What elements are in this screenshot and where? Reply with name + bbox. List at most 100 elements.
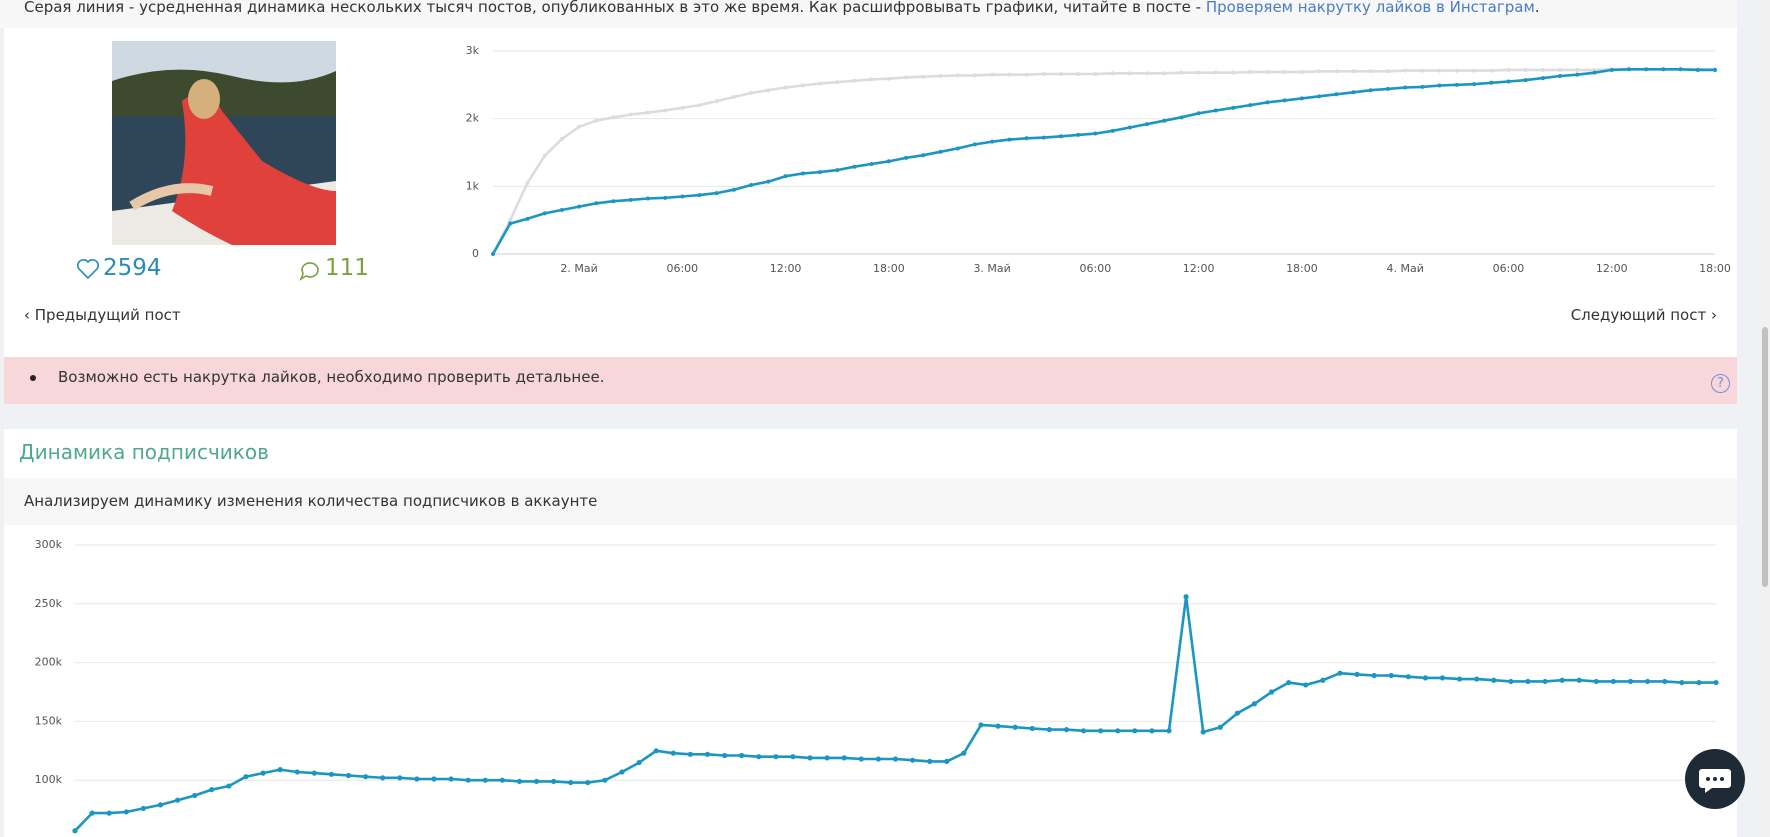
next-label[interactable]: Следующий пост bbox=[1570, 306, 1707, 324]
point bbox=[1196, 70, 1201, 75]
point bbox=[1525, 678, 1531, 685]
point bbox=[1368, 88, 1373, 93]
point bbox=[174, 797, 181, 803]
prev-post[interactable]: ‹ Предыдущий пост bbox=[24, 306, 181, 324]
point bbox=[955, 146, 960, 151]
point bbox=[414, 776, 420, 782]
likes-count: 2594 bbox=[103, 255, 162, 281]
point bbox=[731, 95, 736, 100]
point bbox=[533, 778, 540, 784]
point bbox=[1388, 672, 1394, 679]
y-tick-label: 150k bbox=[35, 714, 63, 727]
line bbox=[74, 595, 1716, 832]
point bbox=[818, 170, 823, 175]
point bbox=[1196, 111, 1201, 116]
point bbox=[1286, 679, 1292, 686]
point bbox=[904, 75, 909, 80]
point bbox=[697, 103, 702, 108]
chat-button[interactable] bbox=[1685, 749, 1745, 809]
point bbox=[852, 78, 857, 83]
next-post[interactable]: Следующий пост › bbox=[1570, 306, 1717, 324]
point bbox=[1575, 67, 1580, 72]
point bbox=[1299, 69, 1304, 74]
point bbox=[1162, 71, 1167, 76]
point bbox=[1354, 671, 1360, 677]
point bbox=[1713, 67, 1717, 72]
x-tick-label: 12:00 bbox=[1596, 262, 1628, 275]
point bbox=[1041, 72, 1046, 77]
point bbox=[508, 218, 513, 223]
note-text: Серая линия - усредненная динамика неско… bbox=[24, 0, 1206, 16]
point bbox=[670, 750, 676, 756]
point bbox=[972, 73, 977, 78]
point bbox=[892, 756, 899, 762]
note-link[interactable]: Проверяем накрутку лайков в Инстаграм bbox=[1205, 0, 1535, 16]
point bbox=[1351, 90, 1356, 95]
y-tick-label: 300k bbox=[35, 538, 63, 551]
point bbox=[551, 778, 557, 784]
point bbox=[1644, 67, 1649, 72]
comment-icon bbox=[299, 262, 319, 281]
point bbox=[1523, 67, 1528, 72]
point bbox=[731, 187, 736, 192]
point bbox=[1508, 678, 1514, 685]
prev-label[interactable]: Предыдущий пост bbox=[34, 306, 181, 324]
x-tick-label: 3. Май bbox=[973, 262, 1010, 275]
point bbox=[516, 778, 523, 784]
x-tick-label: 12:00 bbox=[1183, 262, 1215, 275]
section-subtitle: Анализируем динамику изменения количеств… bbox=[24, 492, 598, 510]
point bbox=[277, 767, 283, 773]
point bbox=[243, 774, 249, 780]
scrollbar-thumb[interactable] bbox=[1762, 327, 1768, 587]
point bbox=[1592, 70, 1597, 75]
y-tick-label: 3k bbox=[466, 44, 480, 57]
point bbox=[990, 139, 995, 144]
point bbox=[1405, 674, 1411, 680]
point bbox=[1132, 728, 1138, 734]
comments-count: 111 bbox=[325, 255, 369, 281]
point bbox=[542, 153, 547, 158]
point bbox=[525, 216, 530, 221]
point bbox=[1351, 69, 1356, 74]
point bbox=[1041, 135, 1046, 140]
point bbox=[1265, 100, 1270, 105]
point bbox=[1127, 125, 1132, 130]
point bbox=[1542, 678, 1548, 685]
point bbox=[1110, 71, 1115, 76]
point bbox=[431, 776, 437, 782]
point bbox=[192, 792, 198, 799]
y-tick-label: 250k bbox=[35, 597, 63, 610]
point bbox=[559, 208, 564, 213]
x-tick-label: 12:00 bbox=[770, 262, 802, 275]
likes-chart: 0 1k 2k 3k 2. Май 06:00 12:00 18:00 3. Май 06:00 1… bbox=[466, 44, 1731, 275]
point bbox=[1231, 105, 1236, 110]
x-tick-label: 4. Май bbox=[1387, 262, 1424, 275]
point bbox=[1540, 76, 1545, 81]
help-icon[interactable]: ? bbox=[1711, 374, 1730, 393]
point bbox=[1029, 725, 1035, 732]
point bbox=[140, 805, 146, 812]
x-tick-label: 18:00 bbox=[1286, 262, 1318, 275]
point bbox=[209, 787, 215, 793]
point bbox=[602, 777, 608, 783]
point bbox=[328, 771, 335, 777]
point bbox=[1679, 679, 1685, 686]
point bbox=[1110, 128, 1115, 133]
point bbox=[1489, 68, 1494, 73]
point bbox=[1368, 69, 1373, 74]
point bbox=[397, 775, 403, 781]
point bbox=[1506, 79, 1511, 84]
point bbox=[1317, 94, 1322, 99]
y-tick-label: 2k bbox=[466, 112, 480, 125]
point bbox=[886, 159, 891, 164]
point bbox=[680, 194, 685, 199]
point bbox=[739, 752, 745, 759]
point bbox=[1024, 136, 1029, 141]
y-tick-label: 1k bbox=[466, 179, 480, 192]
post-photo[interactable] bbox=[112, 41, 336, 245]
point bbox=[807, 755, 813, 761]
point bbox=[1437, 68, 1442, 73]
point bbox=[835, 80, 840, 85]
point bbox=[611, 199, 616, 204]
point bbox=[1076, 72, 1081, 77]
